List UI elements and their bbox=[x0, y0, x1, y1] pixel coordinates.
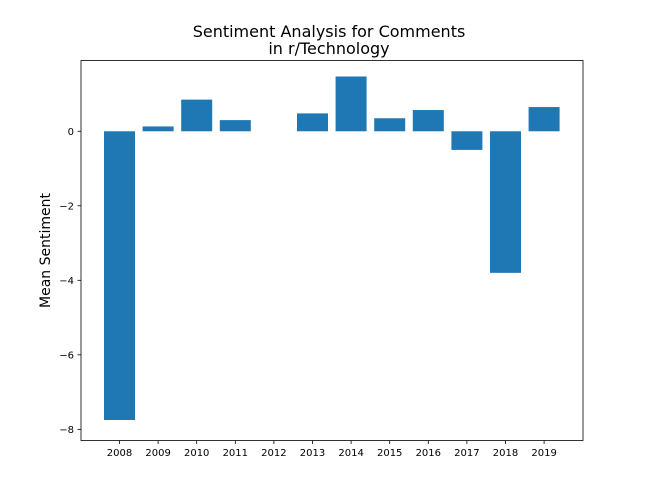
x-tick-label: 2015 bbox=[377, 448, 402, 459]
x-tick-label: 2009 bbox=[145, 448, 170, 459]
bar-2019 bbox=[528, 107, 560, 132]
chart-title-line-2: in r/Technology bbox=[268, 39, 389, 58]
x-tick-label: 2012 bbox=[261, 448, 286, 459]
y-tick-label: −8 bbox=[59, 425, 74, 436]
bar-2016 bbox=[412, 110, 444, 132]
x-tick-label: 2019 bbox=[531, 448, 556, 459]
x-tick-label: 2008 bbox=[107, 448, 132, 459]
bar-2018 bbox=[490, 131, 521, 273]
y-tick-label: −2 bbox=[59, 201, 74, 212]
y-axis-ticks: 0 −2 −4 −6 −8 bbox=[59, 127, 81, 436]
bar-2009 bbox=[142, 126, 174, 132]
x-tick-label: 2017 bbox=[454, 448, 479, 459]
bars-group bbox=[104, 76, 560, 421]
chart-title-line-1: Sentiment Analysis for Comments bbox=[193, 22, 466, 41]
bar-2011 bbox=[219, 120, 251, 132]
x-tick-label: 2014 bbox=[338, 448, 363, 459]
bar-2014 bbox=[335, 76, 367, 132]
y-axis-label: Mean Sentiment bbox=[38, 193, 54, 308]
x-tick-label: 2010 bbox=[184, 448, 209, 459]
x-tick-label: 2016 bbox=[416, 448, 441, 459]
y-tick-label: −6 bbox=[59, 350, 74, 361]
x-axis-ticks: 2008 2009 2010 2011 2012 2013 2014 2015 2016 2017… bbox=[107, 440, 557, 459]
x-tick-label: 2013 bbox=[300, 448, 325, 459]
bar-2017 bbox=[451, 131, 483, 150]
bar-2010 bbox=[181, 99, 213, 132]
plot-frame bbox=[80, 60, 584, 441]
y-tick-label: 0 bbox=[68, 127, 74, 138]
bar-2013 bbox=[297, 113, 328, 132]
x-tick-label: 2018 bbox=[493, 448, 518, 459]
x-tick-label: 2011 bbox=[223, 448, 248, 459]
bar-2008 bbox=[104, 131, 135, 421]
y-tick-label: −4 bbox=[59, 276, 74, 287]
bar-2015 bbox=[374, 118, 406, 132]
